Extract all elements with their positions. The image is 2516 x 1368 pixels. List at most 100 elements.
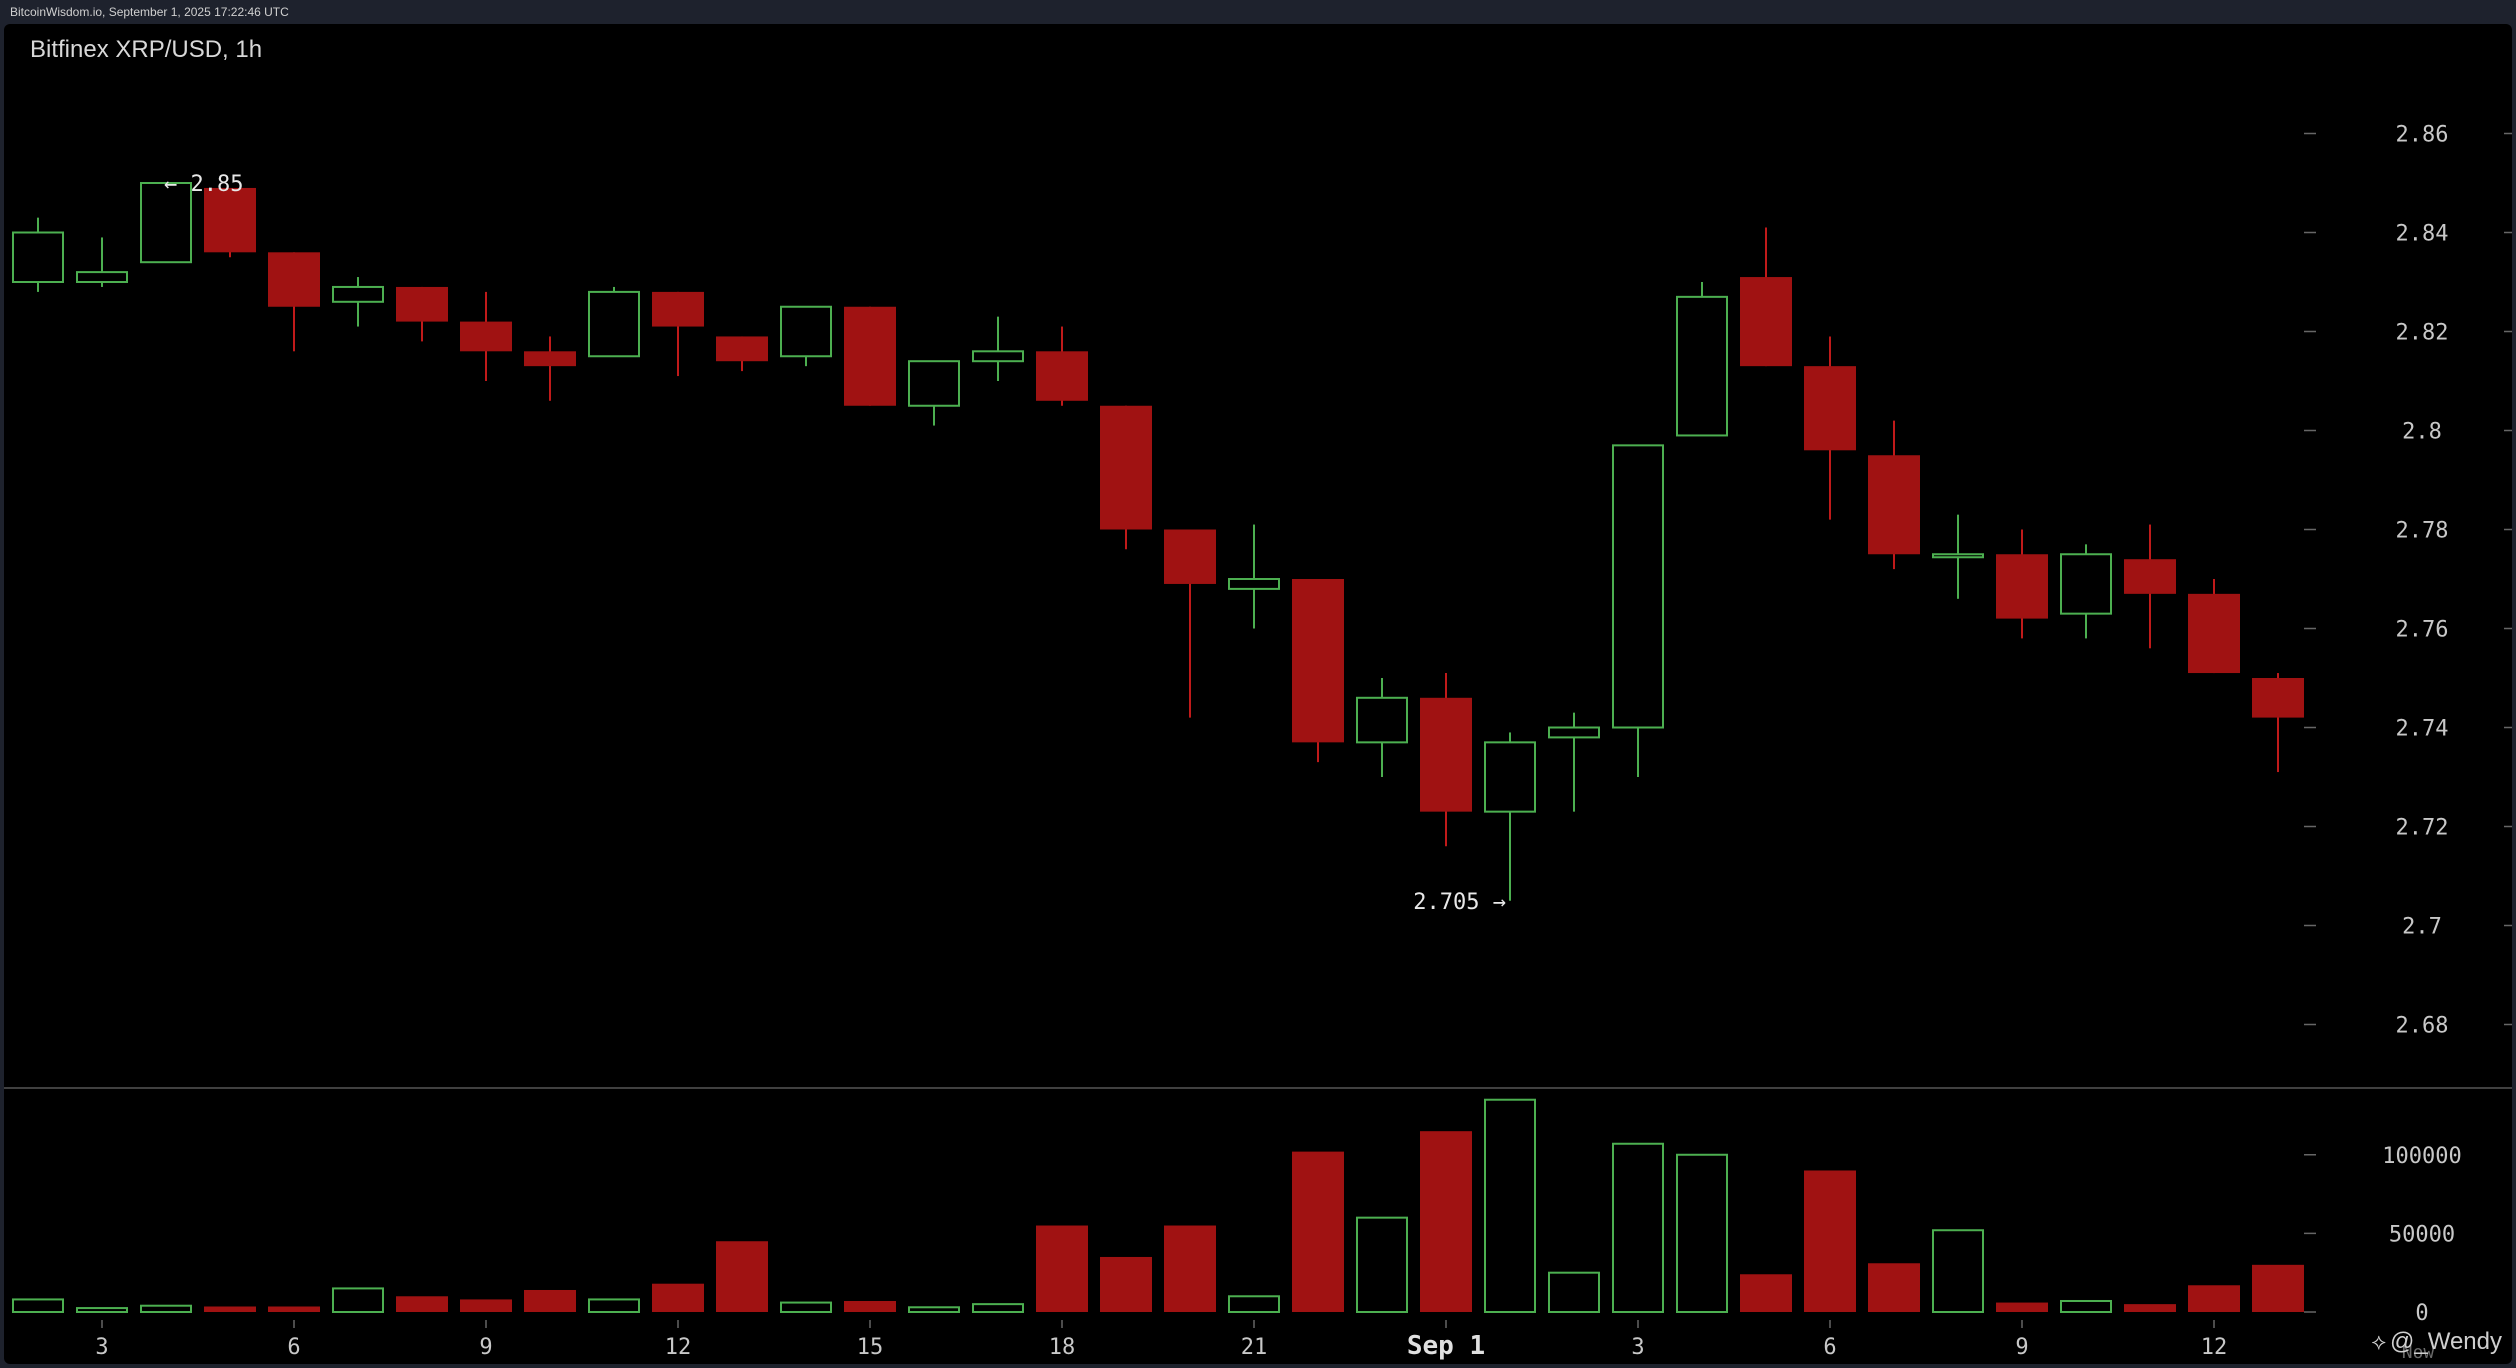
price-tick-label: 2.68 [2396,1014,2449,1039]
volume-bar [1996,1302,2048,1312]
time-tick-label: Sep 1 [1407,1331,1485,1361]
volume-bar [1164,1225,1216,1312]
candle-body [1292,579,1344,743]
binance-diamond-icon: ⟡ [2371,1329,2387,1354]
volume-bar [2188,1285,2240,1312]
candle-body [652,291,704,327]
volume-bar [460,1299,512,1312]
candle-body [1548,726,1600,739]
source-timestamp: BitcoinWisdom.io, September 1, 2025 17:2… [10,5,289,19]
candle-body [2188,593,2240,674]
volume-bar [1932,1229,1984,1314]
candle-body [1356,696,1408,744]
volume-bar [1036,1225,1088,1312]
volume-bar [2252,1264,2304,1312]
volume-bar [140,1304,192,1313]
watermark-text: @_Wendy [2390,1328,2502,1355]
price-tick-label: 2.76 [2396,618,2449,643]
volume-bar [1804,1170,1856,1312]
watermark: ⟡ @_Wendy [2371,1328,2502,1356]
candle-body [780,305,832,358]
candle-body [2252,678,2304,718]
time-tick-label: 12 [2201,1335,2228,1360]
candle-body [588,290,640,358]
volume-bar [1740,1274,1792,1312]
volume-bar [524,1289,576,1312]
price-tick-label: 2.84 [2396,222,2449,247]
volume-bar [2124,1304,2176,1312]
candle-body [396,286,448,322]
candle-body [1612,444,1664,729]
volume-bar [1420,1131,1472,1312]
volume-bar [652,1283,704,1312]
candle-body [908,360,960,407]
candle-body [2124,559,2176,594]
time-tick-label: 3 [1631,1335,1644,1360]
candle-body [1804,366,1856,451]
volume-bar [396,1296,448,1312]
volume-bar [1100,1256,1152,1312]
price-tick-label: 2.82 [2396,321,2449,346]
candle-body [1164,529,1216,584]
volume-bar [1548,1271,1600,1314]
candle-body [1676,295,1728,437]
volume-tick-label: 50000 [2389,1222,2455,1247]
candle-body [1036,351,1088,401]
price-tick-label: 2.74 [2396,717,2449,742]
price-tick-label: 2.78 [2396,519,2449,544]
volume-bar [332,1287,384,1314]
candle-body [1228,578,1280,590]
time-tick-label: 12 [665,1335,692,1360]
price-tick-label: 2.7 [2402,915,2442,940]
candle-body [524,351,576,367]
candle-body [1868,455,1920,555]
volume-bar [1868,1263,1920,1312]
volume-bar [780,1301,832,1314]
candle-body [2060,553,2112,615]
volume-bar [1676,1153,1728,1314]
low-price-annotation: 2.705 → [1413,890,1506,915]
now-label: Now [2402,1342,2435,1363]
time-tick-label: 6 [1823,1335,1836,1360]
volume-bar [12,1298,64,1313]
volume-bar [2060,1299,2112,1314]
candle-body [1420,697,1472,812]
volume-bar [204,1306,256,1312]
chart-panel: 2.68 2.7 2.72 2.74 2.76 2.78 2.8 2.82 2.84 2.86 0 5… [4,24,2512,1364]
volume-bar [1292,1151,1344,1312]
candle-body [1100,405,1152,530]
candle-body [204,187,256,253]
candlestick-chart: 2.68 2.7 2.72 2.74 2.76 2.78 2.8 2.82 2.84 2.86 0 5… [4,123,2512,1363]
volume-bar [844,1300,896,1312]
candle-body [1932,553,1984,559]
time-tick-label: 15 [857,1335,884,1360]
candle-body [1740,277,1792,367]
volume-bar [716,1241,768,1312]
volume-tick-label: 0 [2415,1301,2428,1326]
volume-bar [76,1307,128,1314]
top-bar: BitcoinWisdom.io, September 1, 2025 17:2… [0,0,2516,24]
price-tick-label: 2.86 [2396,123,2449,148]
volume-bar [1356,1216,1408,1313]
price-tick-label: 2.72 [2396,816,2449,841]
time-tick-label: 9 [479,1335,492,1360]
candle-body [972,350,1024,363]
time-tick-label: 21 [1241,1335,1268,1360]
candle-body [460,321,512,352]
candle-body [1996,554,2048,619]
volume-bar [908,1306,960,1313]
price-tick-label: 2.8 [2402,420,2442,445]
chart-title: Bitfinex XRP/USD, 1h [30,36,263,63]
volume-bar [1228,1295,1280,1314]
time-tick-label: 6 [287,1335,300,1360]
volume-bar [1612,1142,1664,1313]
high-price-annotation: ← 2.85 [164,172,243,197]
volume-bar [1484,1098,1536,1313]
volume-bar [268,1306,320,1312]
time-tick-label: 18 [1049,1335,1076,1360]
candle-body [268,252,320,307]
candle-body [76,271,128,284]
volume-bar [972,1303,1024,1314]
time-tick-label: 3 [95,1335,108,1360]
candle-body [140,182,192,264]
